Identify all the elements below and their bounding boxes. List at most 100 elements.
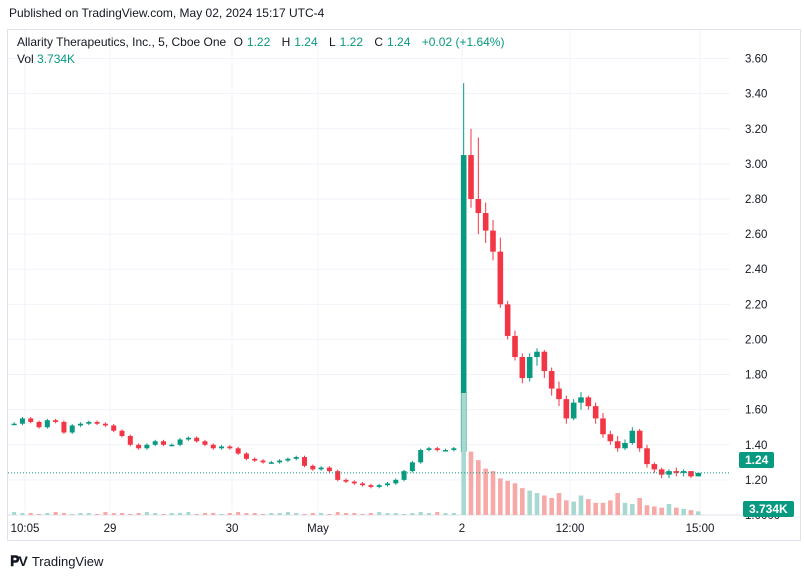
candle-body [688,471,694,477]
vol-label: Vol [17,52,34,66]
volume-bar [252,513,257,515]
volume-bar [498,478,503,515]
y-tick-label: 1.60 [745,405,767,417]
candle-body [102,423,108,426]
candle-body [227,446,233,449]
volume-bar [111,513,116,515]
volume-bar [549,497,554,515]
candle-body [78,423,84,426]
candle-body [622,443,628,449]
y-tick-label: 3.40 [745,89,767,101]
candle-body [260,460,266,463]
volume-bar [451,513,456,515]
volume-bar [652,506,657,515]
candle-body [185,437,191,440]
volume-bar [615,493,620,515]
candle-body [11,423,17,426]
volume-bar [564,500,569,515]
candle-body [19,418,25,424]
candle-body [252,458,258,461]
candle-body [497,251,504,305]
candle-body [36,421,42,428]
volume-bar [186,512,191,515]
volume-bar [53,512,58,515]
candle-body [111,425,117,431]
candle-body [277,460,283,463]
chart-frame [7,29,801,541]
volume-bar [520,488,525,515]
volume-bar [476,460,481,515]
volume-bar [302,514,307,515]
candle-body [384,483,390,486]
volume-bar [377,512,382,515]
y-tick-label: 2.60 [745,229,767,241]
volume-bar [169,513,174,515]
volume-bar [571,501,576,515]
x-tick-label: 15:00 [686,523,715,535]
candle-body [695,472,702,477]
candle-body [351,481,357,484]
candle-body [418,450,424,463]
volume-bar [435,512,440,515]
volume-bar [426,513,431,515]
volume-bar [402,514,407,515]
change-value: +0.02 (+1.64%) [421,35,505,49]
volume-bar [236,512,241,515]
volume-bar [352,513,357,515]
volume-bar [120,513,124,515]
candle-body [629,430,636,444]
x-tick-label: 12:00 [556,523,585,535]
candle-body [219,446,225,449]
candle-body [310,465,316,470]
candle-body [468,155,474,199]
candle-body [144,444,150,449]
candle-body [451,448,457,451]
volume-bar [244,513,249,515]
volume-bar [666,504,672,515]
candle-body [475,198,482,214]
candle-body [160,441,166,445]
candle-body [368,485,374,487]
published-note: Published on TradingView.com, May 02, 20… [9,6,325,20]
volume-bar [86,513,91,515]
candle-body [607,434,614,442]
volume-bar [527,490,532,515]
y-tick-label: 2.40 [745,264,767,276]
close-label: C [374,35,384,49]
last-price-badge: 1.24 [739,452,775,468]
candle-body [658,469,665,475]
volume-bar [269,513,274,515]
candle-body [409,462,415,472]
candle-body [585,397,592,407]
volume-bar [153,513,158,515]
candle-body [541,351,548,372]
volume-bar [144,512,149,515]
candle-body [519,356,526,379]
x-tick-label: 29 [104,523,117,535]
candle-body [526,356,533,379]
candle-body [570,402,577,419]
candle-body [376,485,382,487]
volume-bar [608,500,613,515]
high-value: 1.24 [294,35,318,49]
volume-badge: 3.734K [743,501,794,517]
candle-body [169,444,175,447]
symbol-label[interactable]: Allarity Therapeutics, Inc., 5, Cboe One [17,35,227,49]
candle-body [512,335,518,357]
candle-body [548,371,555,389]
tradingview-logo[interactable]: 𝐏V TradingView [10,553,103,570]
volume-bar [37,514,42,515]
volume-bar [319,513,324,515]
candle-body [534,351,540,357]
volume-bar [360,514,365,515]
candle-body [119,430,125,436]
volume-bar [385,513,390,515]
volume-bar [490,471,496,515]
candle-body [434,448,440,451]
volume-bar [178,513,183,515]
volume-legend: Vol 3.734K [17,52,75,66]
volume-bar [468,451,474,515]
candle-body [592,406,599,419]
candle-body [335,471,341,480]
